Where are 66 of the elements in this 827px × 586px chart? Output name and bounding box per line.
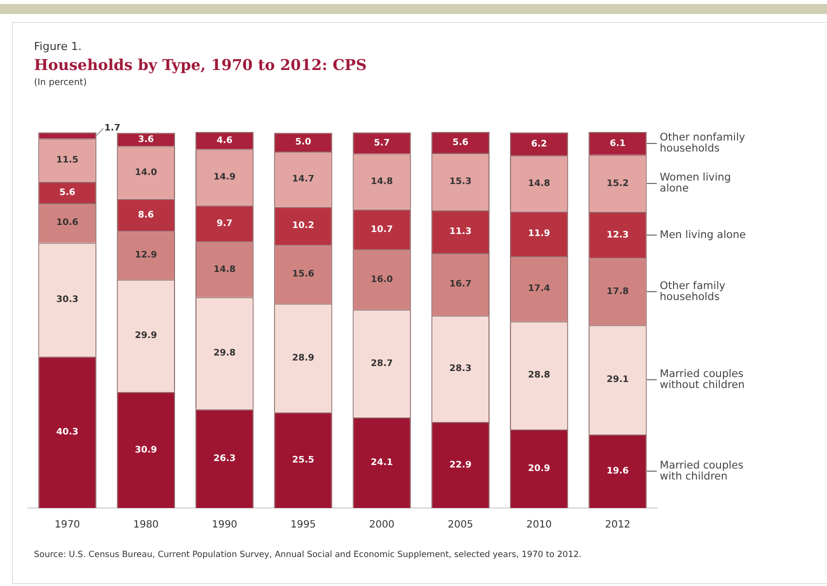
data-label: 12.3 <box>606 230 629 240</box>
data-label: 16.7 <box>449 280 472 290</box>
data-label: 25.5 <box>292 455 314 466</box>
data-label: 24.1 <box>370 458 393 468</box>
data-label: 28.3 <box>449 364 472 374</box>
x-tick-label: 2010 <box>526 520 552 531</box>
data-label: 15.6 <box>292 270 314 280</box>
data-label: 10.7 <box>370 224 393 235</box>
data-label: 15.2 <box>606 178 629 189</box>
series-label: Men living alone <box>660 228 746 241</box>
data-label: 11.3 <box>449 227 472 238</box>
data-label: 19.6 <box>606 466 629 477</box>
data-label: 12.9 <box>134 250 158 261</box>
data-label: 30.9 <box>134 445 158 456</box>
data-label: 8.6 <box>138 210 154 220</box>
data-label: 10.6 <box>56 218 78 228</box>
data-label: 14.8 <box>370 176 393 187</box>
data-label: 5.6 <box>452 138 468 148</box>
data-label: 9.7 <box>216 218 233 229</box>
data-label: 11.9 <box>528 228 550 239</box>
data-label: 17.8 <box>606 286 629 297</box>
data-label: 29.1 <box>606 375 629 386</box>
series-label: Married couples with children <box>660 459 744 482</box>
series-label: Married couples without children <box>660 368 745 391</box>
data-label: 29.9 <box>134 331 158 342</box>
data-label: 30.3 <box>56 295 78 306</box>
data-label: 22.9 <box>449 460 472 470</box>
data-label: 20.9 <box>528 464 550 474</box>
data-label: 6.1 <box>610 138 626 149</box>
series-label: Women living alone <box>660 172 731 195</box>
chart-subtitle: (In percent) <box>34 78 87 88</box>
x-tick-label: 2012 <box>604 520 630 531</box>
data-label: 14.8 <box>528 178 550 189</box>
x-tick-label: 1970 <box>54 520 80 531</box>
x-tick-label: 1980 <box>133 520 159 531</box>
data-label: 29.8 <box>213 348 236 359</box>
data-label: 28.8 <box>528 370 550 381</box>
data-label: 6.2 <box>531 139 548 150</box>
data-label: 10.2 <box>292 221 314 232</box>
data-label: 26.3 <box>213 454 236 464</box>
data-label: 15.3 <box>449 177 472 188</box>
data-label: 14.0 <box>134 168 158 178</box>
data-label: 16.0 <box>370 274 393 285</box>
data-label: 14.9 <box>213 172 236 183</box>
source-note: Source: U.S. Census Bureau, Current Population Survey, Annual Social and Economic Supplement, selected years, 1970 to 2012. <box>34 550 582 560</box>
data-label: 28.9 <box>292 353 314 364</box>
series-label: Other nonfamily households <box>660 132 746 155</box>
x-tick-label: 2005 <box>448 520 474 531</box>
series-label: Other family households <box>660 280 726 303</box>
x-tick-label: 1995 <box>290 520 316 531</box>
data-label: 40.3 <box>56 428 78 438</box>
data-label: 5.6 <box>59 188 76 198</box>
data-label: 4.6 <box>216 136 233 146</box>
data-label: 14.7 <box>292 174 314 184</box>
data-label: 5.7 <box>374 138 390 148</box>
data-label: 28.7 <box>370 358 393 369</box>
x-tick-label: 2000 <box>369 520 395 531</box>
data-label: 5.0 <box>295 137 312 148</box>
data-label: 1.7 <box>104 124 120 134</box>
data-label: 17.4 <box>528 284 550 294</box>
chart-title: Households by Type, 1970 to 2012: CPS <box>34 56 367 74</box>
x-tick-label: 1990 <box>212 520 238 531</box>
data-label: 11.5 <box>56 156 78 166</box>
data-label: 3.6 <box>138 134 154 145</box>
data-label: 14.8 <box>213 264 236 275</box>
caption: Figure 1. <box>34 40 82 53</box>
